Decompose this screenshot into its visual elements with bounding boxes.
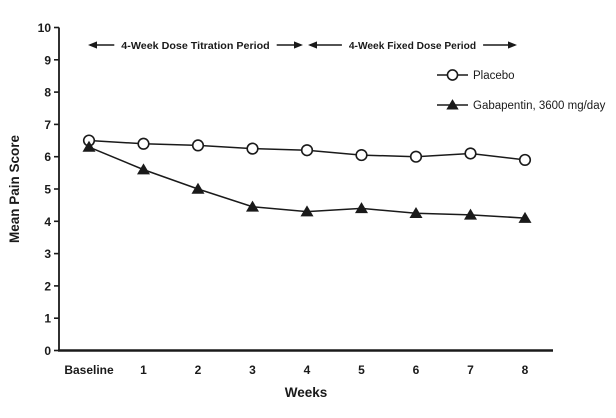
y-tick-label: 5 — [44, 183, 51, 197]
x-tick-label: 6 — [413, 363, 420, 377]
data-point-circle-marker-icon — [464, 147, 477, 160]
data-point-circle-marker-icon — [191, 139, 205, 152]
x-tick-label: 5 — [358, 363, 365, 377]
data-series — [82, 134, 532, 223]
series-gabapentin-3600-mg-day — [82, 140, 532, 223]
data-point-circle-marker-icon — [409, 150, 423, 163]
x-tick-label: 3 — [249, 363, 256, 377]
x-tick-label: 2 — [195, 363, 202, 377]
y-tick-label: 7 — [44, 118, 51, 132]
y-tick-label: 10 — [38, 21, 52, 35]
data-point-triangle-marker-icon — [137, 163, 150, 175]
y-tick-label: 2 — [44, 279, 51, 293]
annotation-label: 4-Week Dose Titration Period — [121, 40, 269, 52]
legend-item: Gabapentin, 3600 mg/day — [437, 99, 606, 112]
left-arrowhead-icon — [88, 41, 97, 49]
data-point-triangle-marker-icon — [355, 202, 368, 214]
legend-item: Placebo — [437, 69, 515, 82]
data-point-circle-marker-icon — [518, 153, 532, 167]
annotation-2: 4-Week Fixed Dose Period — [308, 40, 517, 52]
y-axis-title: Mean Pain Score — [7, 134, 22, 243]
y-tick-label: 1 — [44, 312, 51, 326]
y-tick-label: 8 — [44, 86, 51, 100]
x-tick-label: 4 — [304, 363, 311, 377]
legend-triangle-marker-icon — [446, 99, 459, 110]
data-point-triangle-marker-icon — [518, 211, 532, 223]
annotation-label: 4-Week Fixed Dose Period — [349, 40, 476, 52]
x-tick-label: 8 — [522, 363, 529, 377]
data-point-triangle-marker-icon — [464, 208, 477, 220]
data-point-triangle-marker-icon — [82, 140, 96, 152]
data-point-triangle-marker-icon — [246, 200, 259, 212]
axes: 0 1 2 3 4 5 6 7 8 9 10 Baseline 1 2 3 4 5 6 7 8 — [38, 21, 553, 377]
x-tick-label: 1 — [140, 363, 147, 377]
series-placebo — [82, 134, 532, 167]
data-point-circle-marker-icon — [355, 148, 368, 162]
legend-label: Placebo — [473, 70, 515, 82]
period-annotations: 4-Week Dose Titration Period 4-Week Fixed… — [88, 40, 517, 52]
left-arrowhead-icon — [308, 41, 317, 49]
y-tick-label: 9 — [44, 53, 51, 67]
x-tick-label: 7 — [467, 363, 474, 377]
y-tick-label: 4 — [44, 215, 51, 229]
y-tick-label: 0 — [44, 344, 51, 358]
right-arrowhead-icon — [294, 41, 303, 49]
data-point-circle-marker-icon — [246, 142, 259, 155]
data-point-circle-marker-icon — [300, 144, 314, 157]
y-tick-label: 6 — [44, 150, 51, 164]
data-point-triangle-marker-icon — [300, 205, 314, 217]
legend-circle-marker-icon — [446, 69, 459, 81]
legend: Placebo Gabapentin, 3600 mg/day — [437, 69, 606, 112]
annotation-1: 4-Week Dose Titration Period — [88, 40, 303, 52]
y-tick-label: 3 — [44, 247, 51, 261]
right-arrowhead-icon — [508, 41, 517, 49]
data-point-triangle-marker-icon — [409, 207, 423, 219]
data-point-triangle-marker-icon — [191, 182, 205, 194]
legend-label: Gabapentin, 3600 mg/day — [473, 100, 606, 112]
x-axis-title: Weeks — [285, 385, 328, 400]
data-point-circle-marker-icon — [137, 137, 150, 150]
x-tick-label: Baseline — [64, 363, 114, 377]
